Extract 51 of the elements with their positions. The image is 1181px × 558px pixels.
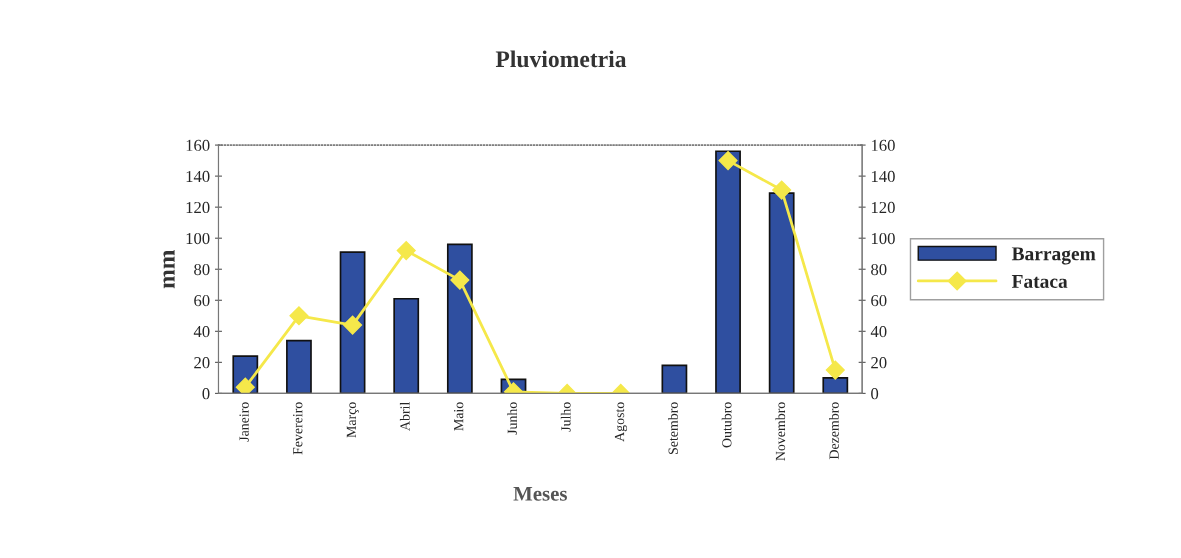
y2-tick-label: 140 (871, 170, 895, 183)
y-tick-label: 140 (186, 170, 210, 183)
bar (661, 364, 688, 394)
bar (286, 339, 312, 394)
y2-tick-label: 40 (870, 326, 887, 338)
legend-label: Barragem (1011, 247, 1096, 265)
bar (393, 297, 420, 394)
point (772, 180, 792, 200)
point (396, 241, 416, 261)
point (289, 306, 309, 326)
y-tick-label: 0 (202, 388, 210, 400)
y-tick-label: 160 (186, 139, 210, 152)
x-tick-label: Janeiro (239, 402, 249, 442)
x-tick-label: Maio (453, 402, 464, 431)
point (718, 151, 738, 171)
y2-tick-label: 160 (871, 139, 895, 152)
y-tick-label: 40 (193, 326, 210, 338)
chart-title: Pluviometria (495, 50, 627, 68)
bar (339, 251, 366, 394)
y2-tick-label: 120 (871, 201, 895, 214)
x-tick-label: Março (346, 402, 359, 438)
y2-tick-label: 0 (871, 388, 879, 400)
bar (715, 150, 741, 394)
y-tick-label: 120 (186, 201, 210, 214)
bar (822, 377, 849, 394)
y2-tick-label: 80 (871, 263, 887, 276)
x-tick-label: Agosto (614, 402, 628, 442)
point (450, 270, 470, 290)
point (235, 377, 255, 394)
x-tick-label: Setembro (668, 402, 678, 455)
x-tick-label: Junho (507, 402, 517, 435)
bar (768, 192, 795, 394)
bar (446, 243, 473, 394)
y2-tick-label: 20 (871, 357, 887, 369)
y-tick-label: 20 (194, 357, 210, 369)
x-tick-label: Outubro (721, 402, 732, 448)
x-axis-title: Meses (513, 486, 567, 501)
x-tick-label: Julho (560, 402, 571, 432)
legend-label: Fataca (1011, 275, 1068, 288)
y2-tick-label: 60 (871, 294, 887, 307)
y-axis-title: mm (163, 249, 175, 289)
x-tick-label: Novembro (775, 402, 786, 461)
y-tick-label: 100 (186, 232, 210, 245)
y2-tick-label: 100 (871, 232, 895, 245)
point (825, 360, 845, 380)
point (343, 315, 363, 335)
x-tick-label: Fevereiro (293, 402, 303, 455)
x-tick-label: Abril (399, 402, 410, 431)
x-tick-label: Dezembro (829, 402, 839, 460)
y-tick-label: 60 (194, 294, 210, 307)
y-tick-label: 80 (194, 263, 210, 276)
